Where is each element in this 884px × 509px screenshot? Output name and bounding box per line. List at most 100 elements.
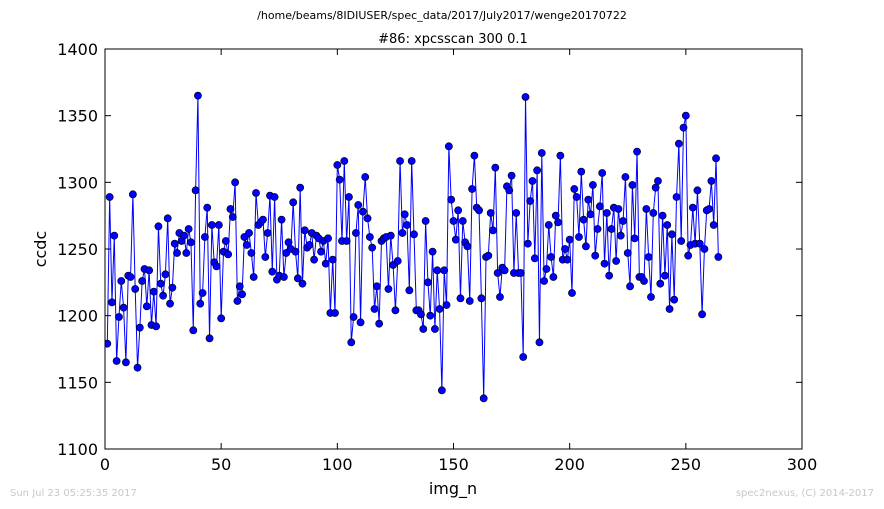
data-point [131, 285, 140, 293]
data-point [640, 277, 648, 285]
data-point [386, 231, 395, 240]
data-point [128, 190, 137, 199]
data-point [166, 299, 174, 308]
data-point [454, 206, 463, 215]
y-tick-label: 1100 [57, 440, 98, 459]
data-point [556, 151, 565, 160]
data-point [161, 270, 170, 279]
data-point [368, 243, 377, 252]
data-point [582, 242, 590, 251]
data-point [117, 277, 126, 285]
data-point [291, 247, 300, 256]
footer-timestamp: Sun Jul 23 05:25:35 2017 [10, 488, 137, 499]
data-point [173, 249, 181, 257]
data-point [600, 259, 609, 268]
data-point [679, 123, 688, 132]
data-point [449, 217, 458, 225]
data-point [598, 169, 607, 177]
data-point [419, 325, 428, 333]
data-point [591, 251, 600, 260]
data-point [575, 233, 583, 241]
data-point [667, 230, 676, 239]
data-point [207, 221, 216, 229]
data-point [138, 277, 147, 285]
data-point [714, 253, 723, 261]
data-point [528, 177, 537, 185]
data-point [356, 318, 365, 327]
data-point [154, 222, 163, 231]
data-point [122, 358, 130, 367]
data-point [435, 305, 444, 313]
data-point [263, 229, 272, 237]
data-point [349, 313, 358, 321]
data-point [259, 215, 267, 224]
data-point [300, 226, 309, 235]
data-point [152, 322, 161, 331]
data-point [595, 202, 604, 211]
data-point [433, 266, 442, 275]
data-point [698, 310, 706, 319]
data-point [684, 251, 693, 260]
series-layer [105, 91, 723, 403]
data-point [247, 249, 256, 257]
data-point [365, 233, 374, 241]
chart-suptitle: /home/beams/8IDIUSER/spec_data/2017/July… [257, 9, 627, 22]
data-point [621, 173, 630, 181]
y-tick-label: 1300 [57, 173, 98, 192]
data-point [602, 209, 611, 217]
data-point [665, 305, 674, 313]
data-point [293, 274, 302, 283]
data-point [105, 339, 112, 348]
data-point [296, 183, 305, 192]
data-point [437, 386, 446, 395]
data-point [530, 254, 539, 263]
data-point [523, 239, 532, 248]
data-point [633, 147, 641, 156]
data-point [458, 217, 467, 225]
data-point [196, 299, 205, 308]
data-point [654, 177, 662, 185]
data-point [189, 326, 198, 335]
data-point [135, 323, 144, 332]
data-point [345, 193, 353, 201]
data-point [577, 167, 586, 176]
data-point [444, 142, 453, 151]
data-point [321, 259, 330, 268]
y-tick-label: 1150 [57, 373, 98, 392]
data-point [170, 239, 179, 248]
data-point [586, 210, 595, 219]
x-tick-label: 100 [322, 455, 353, 474]
data-point [533, 166, 542, 175]
data-point [226, 205, 235, 213]
data-point [417, 310, 425, 319]
data-point [233, 297, 242, 305]
data-point [335, 175, 344, 184]
data-point [184, 225, 193, 233]
data-point [568, 289, 576, 297]
data-point [159, 291, 167, 300]
data-point [658, 211, 667, 220]
x-tick-label: 250 [671, 455, 702, 474]
data-point [607, 225, 616, 233]
data-point [426, 311, 435, 320]
data-point [133, 363, 142, 372]
data-point [112, 357, 121, 365]
data-point [491, 163, 500, 172]
data-point [674, 139, 683, 148]
x-tick-label: 300 [787, 455, 818, 474]
data-point [549, 273, 558, 281]
data-point [477, 294, 486, 303]
data-point [649, 209, 658, 217]
data-point [361, 173, 370, 181]
data-point [468, 185, 476, 193]
data-point [605, 271, 614, 280]
x-tick-label: 200 [554, 455, 585, 474]
data-point [391, 306, 400, 315]
data-point [447, 195, 456, 204]
data-point [593, 225, 602, 233]
data-point [198, 289, 207, 297]
y-tick-label: 1400 [57, 40, 98, 59]
data-point [279, 273, 288, 281]
data-point [670, 295, 679, 304]
data-point [547, 253, 555, 261]
